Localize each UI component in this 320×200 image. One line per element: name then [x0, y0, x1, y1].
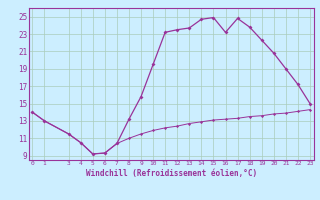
- X-axis label: Windchill (Refroidissement éolien,°C): Windchill (Refroidissement éolien,°C): [86, 169, 257, 178]
